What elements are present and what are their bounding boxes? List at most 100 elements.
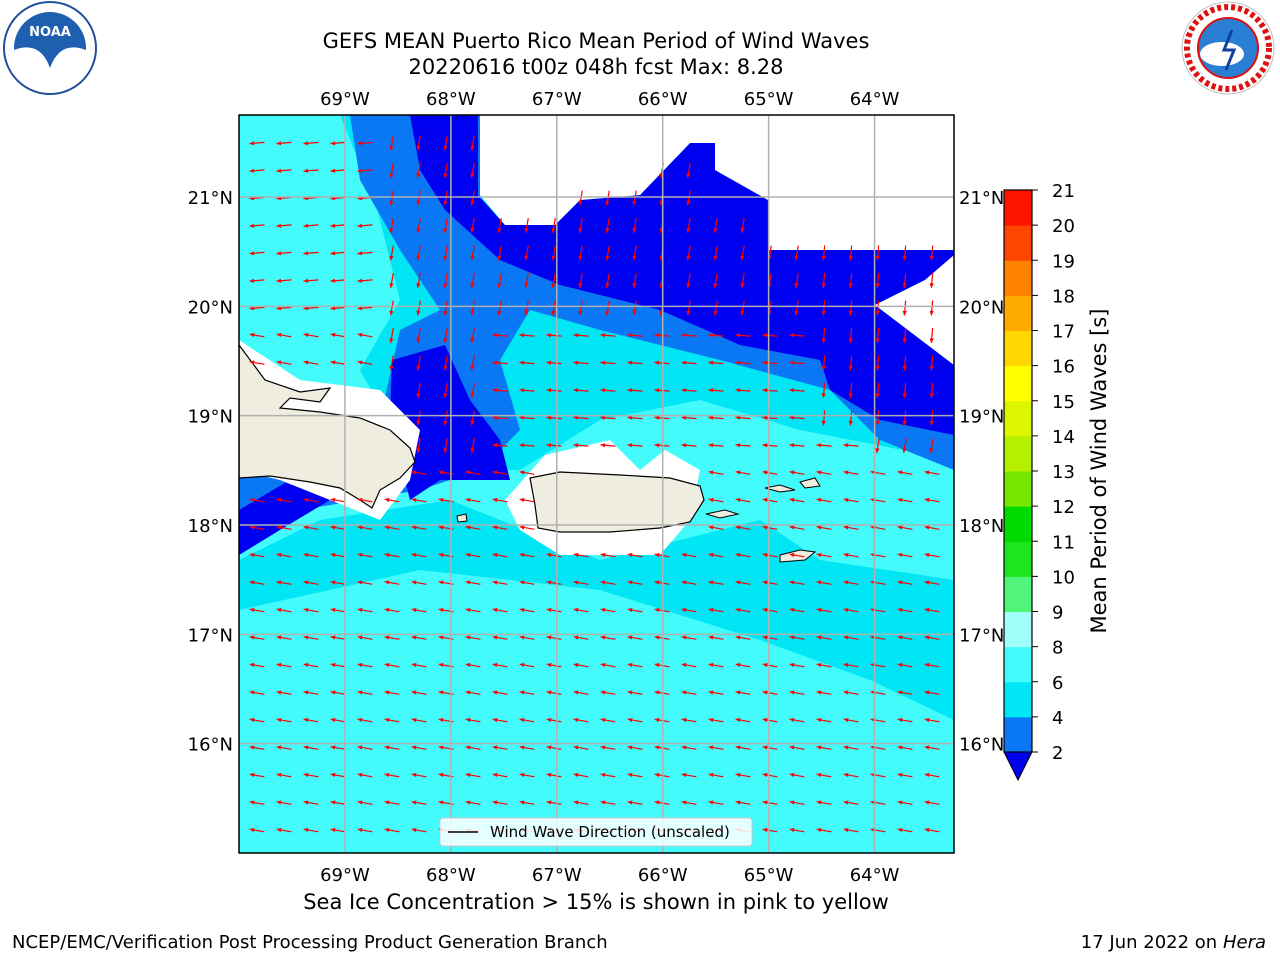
wave-direction-arrow [519,690,535,695]
colorbar-tick-label: 14 [1052,427,1075,448]
wave-direction-arrow [875,300,880,316]
wave-direction-arrow [740,245,745,261]
wave-direction-arrow [762,497,778,503]
wave-direction-arrow [330,332,346,338]
wave-direction-arrow [519,360,535,365]
wave-direction-arrow [492,360,508,365]
wave-direction-arrow [600,443,616,448]
wave-direction-arrow [573,800,589,805]
colorbar-segment [1004,611,1032,648]
wave-direction-arrow [416,218,421,233]
hispaniola-land [239,343,416,509]
wave-direction-arrow [384,635,400,640]
wave-direction-arrow [249,607,265,613]
wave-direction-arrow [357,717,373,723]
wave-direction-arrow [384,827,400,833]
lon-tick-label-bottom: 66°W [638,865,688,886]
wave-direction-arrow [357,662,373,668]
wave-direction-arrow [384,525,400,530]
wave-direction-arrow [924,827,940,833]
map-frame [238,114,955,854]
colorbar-segment [1004,435,1032,472]
wave-direction-arrow [789,635,805,640]
wave-direction-arrow [470,355,475,371]
footer-machine: Hera [1222,932,1266,953]
wave-direction-arrow [411,470,427,475]
wave-direction-arrow [411,635,427,640]
wave-direction-arrow [789,827,805,833]
wave-direction-arrow [357,635,373,640]
wave-direction-arrow [762,443,778,448]
wave-direction-arrow [843,635,859,640]
wave-direction-arrow [929,410,934,426]
wave-direction-arrow [249,580,265,585]
colorbar-tick-label: 19 [1052,251,1075,272]
wave-direction-arrow [605,190,610,206]
wave-direction-arrow [600,772,616,778]
wave-direction-arrow [416,328,421,343]
wave-direction-arrow [416,273,421,288]
wave-direction-arrow [735,690,751,695]
no-data-e [875,255,954,365]
wave-direction-arrow [708,388,724,393]
wave-direction-arrow [924,497,940,503]
wave-direction-arrow [632,245,637,261]
wave-direction-arrow [578,245,583,261]
wave-direction-arrow [573,607,589,613]
wave-direction-arrow [276,580,292,585]
colorbar-segment [1004,330,1032,367]
wave-direction-arrow [303,607,319,613]
wave-direction-arrow [443,383,448,398]
wave-direction-arrow [740,218,745,233]
colorbar: 2 4 6 8 9 10 11 12 13 14 15 16 17 18 19 20 21 [1003,181,1075,782]
colorbar-tick-label: 4 [1052,708,1063,729]
wave-direction-arrow [492,745,508,750]
wave-direction-arrow [303,827,319,833]
wave-direction-arrow [686,190,691,206]
wave-direction-arrow [848,327,853,344]
wave-direction-arrow [519,772,535,778]
wave-direction-arrow [465,690,481,695]
wave-direction-arrow [875,355,880,371]
colorbar-segment [1004,541,1032,577]
wave-direction-arrow [492,717,508,723]
wave-direction-arrow [546,580,562,585]
wave-direction-arrow [816,690,832,695]
wave-direction-arrow [249,827,265,833]
wave-direction-arrow [465,717,481,723]
wave-direction-arrow [384,772,400,778]
wave-direction-arrow [789,552,805,558]
wave-direction-arrow [816,552,832,558]
wave-direction-arrow [713,300,718,316]
wave-direction-arrow [627,552,643,558]
map-subtitle: 20220616 t00z 048h fcst Max: 8.28 [408,55,784,79]
wave-direction-arrow [249,223,265,228]
wave-direction-arrow [249,360,265,365]
wave-direction-arrow [492,333,508,338]
wave-direction-arrow [330,306,346,311]
wave-direction-arrow [249,168,265,173]
wave-direction-arrow [600,662,616,668]
colorbar-tick-label: 8 [1052,638,1063,659]
wave-direction-arrow [357,251,373,256]
colorbar-tick-label: 17 [1052,322,1075,343]
colorbar-extend-arrow [1003,751,1033,782]
wave-direction-arrow [843,745,859,750]
mona-island-land [456,513,468,523]
lon-tick-label-bottom: 69°W [320,865,370,886]
lon-tick-label-top: 68°W [426,89,476,110]
wave-direction-arrow [276,607,292,613]
wave-direction-arrow [816,470,832,475]
wave-direction-arrow [843,607,859,613]
wave-direction-arrow [411,772,427,778]
wave-direction-arrow [843,470,859,475]
wave-direction-arrow [276,635,292,640]
wave-direction-arrow [735,772,751,778]
wave-direction-arrow [789,772,805,778]
wave-direction-arrow [789,580,805,585]
wave-direction-arrow [546,415,562,420]
wave-direction-arrow [546,443,562,448]
wave-direction-arrow [303,745,319,750]
wave-direction-arrow [573,580,589,585]
